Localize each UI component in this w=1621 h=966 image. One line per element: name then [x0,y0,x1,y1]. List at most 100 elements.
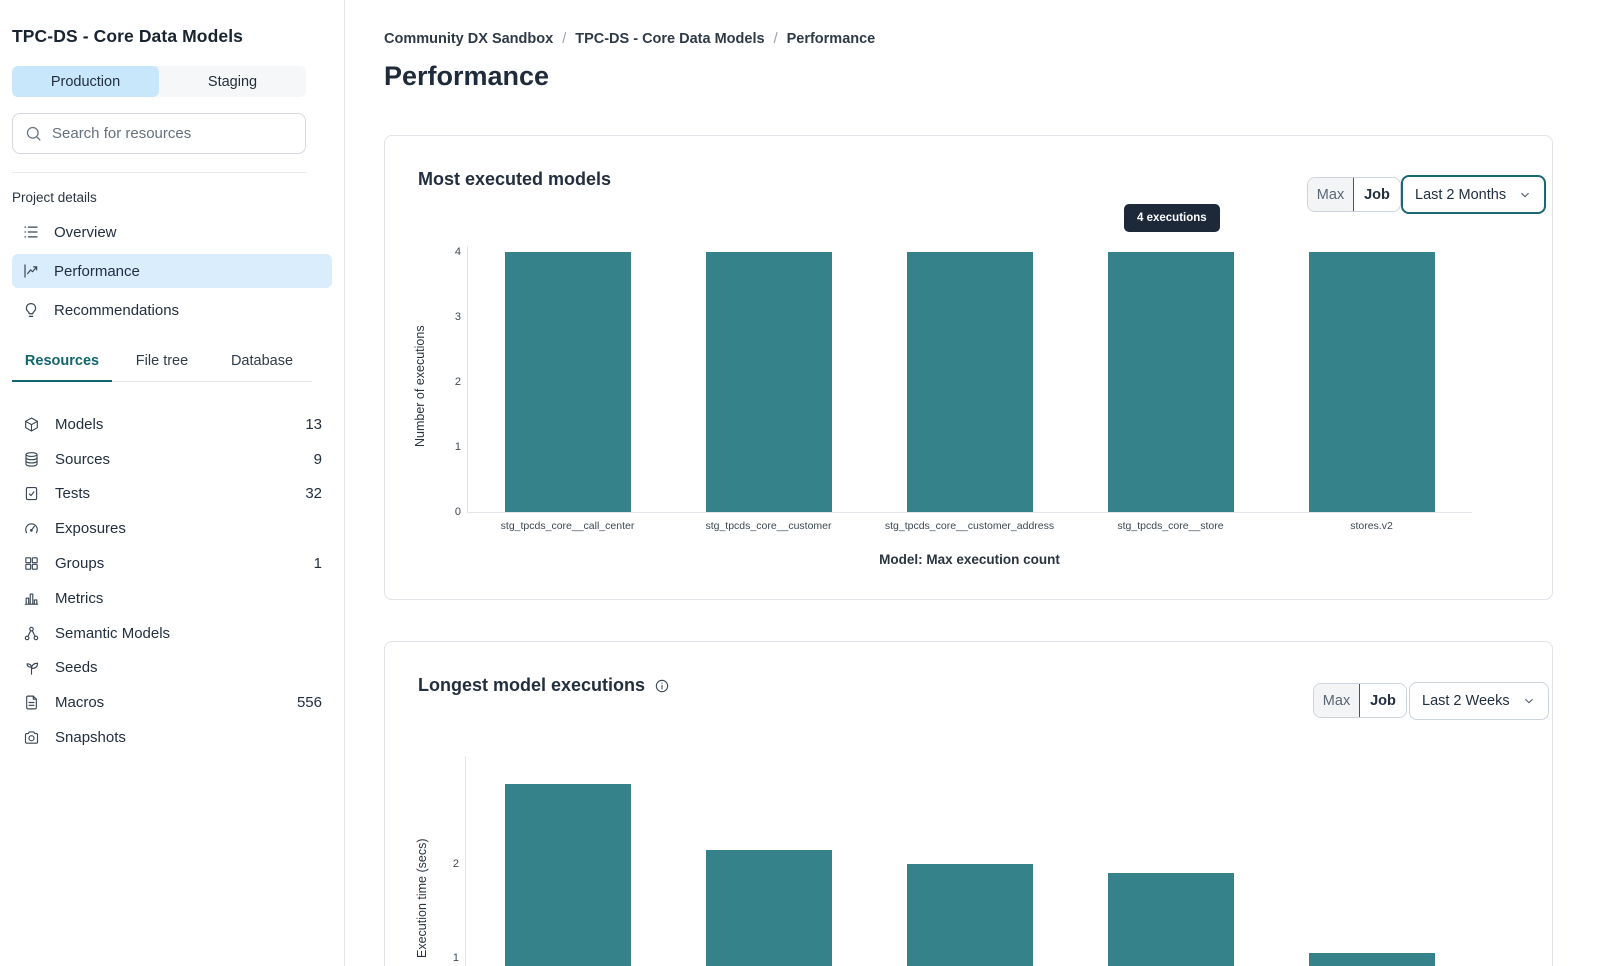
tab-database[interactable]: Database [230,353,294,369]
chart1-y-tick: 2 [454,376,461,388]
resource-count: 9 [313,450,322,468]
project-details-label: Project details [12,190,97,205]
chart1-bar[interactable] [1308,252,1435,512]
environment-toggle: Production Staging [12,66,306,97]
card1-date-range-dropdown[interactable]: Last 2 Months [1401,175,1547,214]
card-most-executed-models: Most executed models Max Job Last 2 Mont… [384,135,1553,600]
card1-date-range-value: Last 2 Months [1415,186,1507,203]
chart2-bar[interactable] [1308,953,1435,966]
chart1-x-tick-label: stg_tpcds_core__store [1117,520,1224,532]
chart2-bar[interactable] [705,849,832,966]
chart-line-icon [22,262,40,280]
card2-job-button[interactable]: Job [1360,684,1406,717]
chart1-x-tick-label: stg_tpcds_core__customer [705,520,832,532]
gauge-icon [23,520,40,537]
card2-max-job-toggle: Max Job [1313,683,1407,718]
resource-item-models[interactable]: Models 13 [12,407,332,442]
chart1-bar[interactable] [1107,252,1234,512]
lightbulb-icon [22,301,40,319]
sidebar-item-recommendations[interactable]: Recommendations [12,293,332,327]
breadcrumb-item[interactable]: Community DX Sandbox [384,31,554,47]
document-icon [23,694,40,711]
breadcrumb: Community DX Sandbox / TPC-DS - Core Data … [384,31,875,47]
sidebar: TPC-DS - Core Data Models Production Sta… [0,0,345,966]
chart1-y-tick: 0 [454,506,461,518]
resource-item-tests[interactable]: Tests 32 [12,477,332,512]
list-icon [22,223,40,241]
chart2-y-axis [465,756,466,966]
chart1-bar[interactable] [504,252,631,512]
tab-file-tree[interactable]: File tree [135,353,189,369]
resource-item-macros[interactable]: Macros 556 [12,685,332,720]
search-input[interactable] [52,125,293,142]
breadcrumb-separator: / [773,31,778,47]
resource-count: 32 [305,485,322,503]
breadcrumb-separator: / [562,31,567,47]
chart2-bar[interactable] [1107,873,1234,966]
tab-resources[interactable]: Resources [12,353,112,382]
main-content: Community DX Sandbox / TPC-DS - Core Data … [346,0,1621,966]
resource-list: Models 13 Sources 9 Tests 32 Exposures Groups 1 M… [12,407,332,755]
chart1-y-axis [467,246,468,512]
info-icon[interactable] [654,678,670,694]
seedling-icon [23,659,40,676]
chart1-y-tick: 3 [454,311,461,323]
page-title: Performance [384,61,550,91]
chart2-y-tick: 1 [452,952,459,964]
database-icon [23,451,40,468]
camera-icon [23,729,40,746]
resource-item-seeds[interactable]: Seeds [12,651,332,686]
resource-item-metrics[interactable]: Metrics [12,581,332,616]
chart2-y-tick: 2 [452,858,459,870]
resource-count: 1 [313,555,322,573]
chart2-bar[interactable] [906,864,1033,966]
card1-max-button[interactable]: Max [1308,178,1354,211]
breadcrumb-item: Performance [786,31,876,47]
chart1-x-axis-title: Model: Max execution count [879,552,1060,567]
chart2-bar[interactable] [504,784,631,966]
card2-max-button[interactable]: Max [1314,684,1360,717]
resource-item-snapshots[interactable]: Snapshots [12,720,332,755]
chart1-bar[interactable] [705,252,832,512]
resource-search[interactable] [12,113,306,154]
resource-count: 556 [296,694,322,712]
chart1-bar[interactable] [906,252,1033,512]
card1-job-button[interactable]: Job [1354,178,1400,211]
card2-date-range-value: Last 2 Weeks [1422,693,1510,709]
resource-item-sources[interactable]: Sources 9 [12,442,332,477]
resource-count: 13 [305,415,322,433]
chart1-x-tick-label: stg_tpcds_core__customer_address [884,520,1055,532]
card1-max-job-toggle: Max Job [1307,177,1401,212]
chart1-baseline [467,512,1472,513]
chevron-down-icon [1522,694,1536,708]
project-nav: Overview Performance Recommendations [12,215,332,327]
resource-item-groups[interactable]: Groups 1 [12,546,332,581]
share-nodes-icon [23,625,40,642]
chart1-x-tick-label: stg_tpcds_core__call_center [500,520,635,532]
chart-tooltip: 4 executions [1124,204,1220,232]
sidebar-tabs: Resources File tree Database [12,353,312,382]
env-tab-staging[interactable]: Staging [207,73,258,90]
chart1-y-tick: 4 [454,246,461,258]
breadcrumb-item[interactable]: TPC-DS - Core Data Models [575,31,765,47]
chart1-x-tick-label: stores.v2 [1350,520,1393,532]
sidebar-divider [12,172,306,173]
card2-date-range-dropdown[interactable]: Last 2 Weeks [1409,682,1549,720]
card-longest-model-executions: Longest model executions Max Job Last 2 … [384,641,1553,966]
resource-item-semantic-models[interactable]: Semantic Models [12,616,332,651]
sidebar-item-performance[interactable]: Performance [12,254,332,288]
project-title: TPC-DS - Core Data Models [12,26,243,46]
bar-chart-icon [23,590,40,607]
chart1-y-tick: 1 [454,441,461,453]
sidebar-item-overview[interactable]: Overview [12,215,332,249]
env-tab-production[interactable]: Production [12,66,159,97]
chevron-down-icon [1518,188,1532,202]
chart2-y-axis-label: Execution time (secs) [415,838,429,959]
search-icon [25,125,42,142]
card1-title: Most executed models [418,169,612,189]
cube-icon [23,416,40,433]
clipboard-check-icon [23,485,40,502]
grid-icon [23,555,40,572]
resource-item-exposures[interactable]: Exposures [12,511,332,546]
